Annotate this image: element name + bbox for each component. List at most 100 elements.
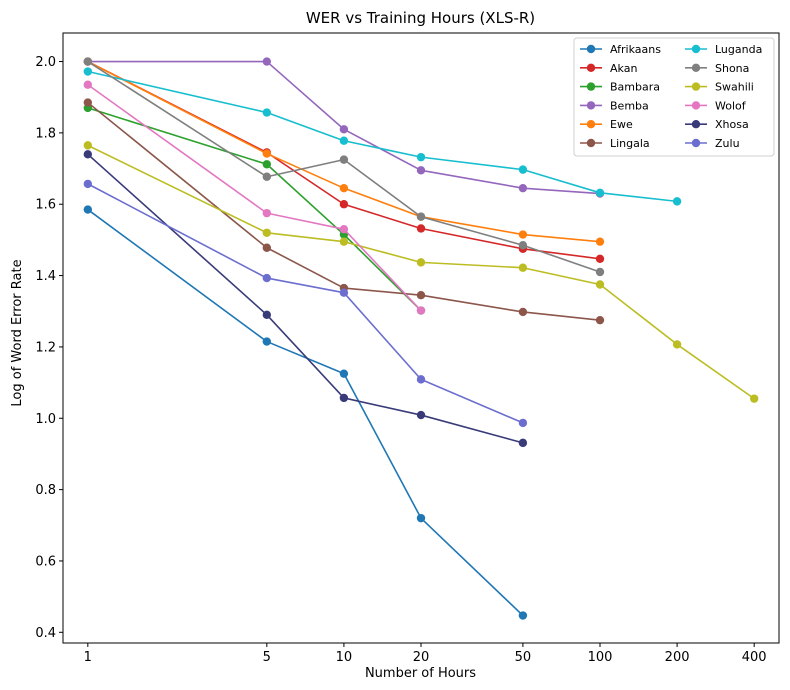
data-point-zulu bbox=[83, 179, 93, 189]
data-point-swahili bbox=[518, 263, 528, 272]
legend-label: Lingala bbox=[610, 137, 650, 150]
series-shona bbox=[83, 57, 605, 277]
x-tick-label: 10 bbox=[336, 650, 353, 665]
data-point-luganda bbox=[595, 188, 605, 198]
y-tick-label: 1.8 bbox=[35, 126, 56, 141]
series-line-zulu bbox=[87, 183, 524, 424]
data-point-swahili bbox=[749, 394, 759, 403]
legend-marker bbox=[691, 120, 701, 129]
series-swahili bbox=[83, 141, 759, 403]
data-point-luganda bbox=[83, 67, 93, 76]
data-point-bemba bbox=[416, 166, 426, 175]
series-line-bambara bbox=[87, 107, 422, 312]
legend-label: Zulu bbox=[715, 137, 740, 150]
y-tick-label: 1.6 bbox=[35, 198, 56, 213]
data-point-shona bbox=[83, 57, 93, 66]
legend-item-afrikaans: Afrikaans bbox=[580, 43, 661, 56]
data-point-shona bbox=[416, 212, 426, 221]
data-point-akan bbox=[339, 200, 349, 209]
y-tick-label: 0.6 bbox=[35, 554, 56, 569]
legend-item-lingala: Lingala bbox=[580, 137, 650, 150]
data-point-lingala bbox=[518, 307, 528, 317]
data-point-zulu bbox=[262, 273, 272, 283]
data-point-wolof bbox=[339, 224, 349, 234]
legend-item-xhosa: Xhosa bbox=[685, 118, 749, 131]
y-tick-label: 2.0 bbox=[35, 55, 56, 70]
legend-marker bbox=[691, 138, 701, 148]
x-tick-label: 20 bbox=[413, 650, 430, 665]
y-tick-label: 1.4 bbox=[35, 269, 56, 284]
data-point-ewe bbox=[518, 230, 528, 239]
legend-label: Bambara bbox=[610, 81, 660, 94]
series-xhosa bbox=[83, 150, 528, 448]
legend-marker bbox=[586, 44, 596, 54]
data-point-ewe bbox=[339, 183, 349, 193]
legend-marker bbox=[691, 44, 701, 54]
data-point-swahili bbox=[262, 228, 272, 237]
legend-item-swahili: Swahili bbox=[685, 81, 754, 94]
data-point-swahili bbox=[672, 340, 682, 349]
legend-marker bbox=[586, 101, 596, 110]
series-luganda bbox=[83, 67, 682, 206]
series-afrikaans bbox=[83, 205, 528, 620]
x-axis: 1 5 10 20 50 100 200 400 bbox=[84, 643, 767, 665]
data-point-swahili bbox=[83, 141, 93, 150]
data-point-lingala bbox=[262, 243, 272, 252]
series-ewe bbox=[83, 57, 605, 246]
legend-marker bbox=[586, 138, 596, 148]
data-point-zulu bbox=[416, 375, 426, 384]
data-point-shona bbox=[595, 267, 605, 277]
series-line-wolof bbox=[87, 84, 422, 312]
series-line-lingala bbox=[87, 101, 601, 321]
data-point-lingala bbox=[595, 315, 605, 325]
y-tick-label: 0.8 bbox=[35, 483, 56, 498]
series-line-swahili bbox=[87, 144, 755, 400]
series-lingala bbox=[83, 98, 605, 325]
x-tick-label: 400 bbox=[742, 650, 767, 665]
y-axis: 0.4 0.6 0.8 1.0 1.2 1.4 1.6 1.8 2.0 bbox=[35, 55, 63, 641]
data-point-wolof bbox=[262, 208, 272, 218]
legend-marker bbox=[586, 82, 596, 91]
data-point-luganda bbox=[416, 152, 426, 162]
legend-item-bemba: Bemba bbox=[580, 99, 649, 112]
legend-item-akan: Akan bbox=[580, 62, 637, 75]
legend-label: Xhosa bbox=[715, 118, 749, 131]
legend-item-bambara: Bambara bbox=[580, 81, 660, 94]
data-point-xhosa bbox=[83, 150, 93, 159]
legend: Afrikaans Akan Bambara Bemba Ewe Lingala Lugan… bbox=[573, 37, 775, 157]
plot-frame bbox=[62, 32, 780, 644]
legend-label: Akan bbox=[610, 62, 637, 75]
x-axis-label: Number of Hours bbox=[365, 666, 476, 681]
data-point-zulu bbox=[339, 288, 349, 297]
legend-marker bbox=[691, 101, 701, 110]
series-line-xhosa bbox=[87, 153, 524, 444]
series-line-ewe bbox=[87, 60, 601, 243]
data-point-zulu bbox=[518, 418, 528, 428]
plot-area bbox=[83, 57, 759, 620]
legend-item-wolof: Wolof bbox=[685, 99, 747, 112]
data-point-ewe bbox=[595, 237, 605, 246]
data-point-xhosa bbox=[416, 410, 426, 420]
chart-title: WER vs Training Hours (XLS-R) bbox=[306, 9, 535, 27]
y-tick-label: 1.0 bbox=[35, 412, 56, 427]
data-point-shona bbox=[518, 241, 528, 250]
data-point-bemba bbox=[518, 183, 528, 193]
legend-marker bbox=[691, 82, 701, 91]
series-line-bemba bbox=[87, 60, 601, 195]
data-point-luganda bbox=[262, 108, 272, 117]
data-point-bambara bbox=[262, 160, 272, 169]
data-point-shona bbox=[339, 155, 349, 164]
data-point-ewe bbox=[262, 149, 272, 158]
legend-label: Ewe bbox=[610, 118, 633, 131]
data-point-bemba bbox=[339, 125, 349, 134]
legend-label: Swahili bbox=[715, 81, 754, 94]
y-tick-label: 0.4 bbox=[35, 626, 56, 641]
data-point-akan bbox=[595, 254, 605, 264]
data-point-shona bbox=[262, 172, 272, 181]
legend-marker bbox=[586, 120, 596, 129]
legend-label: Shona bbox=[715, 62, 749, 75]
x-tick-label: 200 bbox=[665, 650, 690, 665]
series-bemba bbox=[83, 57, 605, 198]
data-point-swahili bbox=[339, 237, 349, 246]
